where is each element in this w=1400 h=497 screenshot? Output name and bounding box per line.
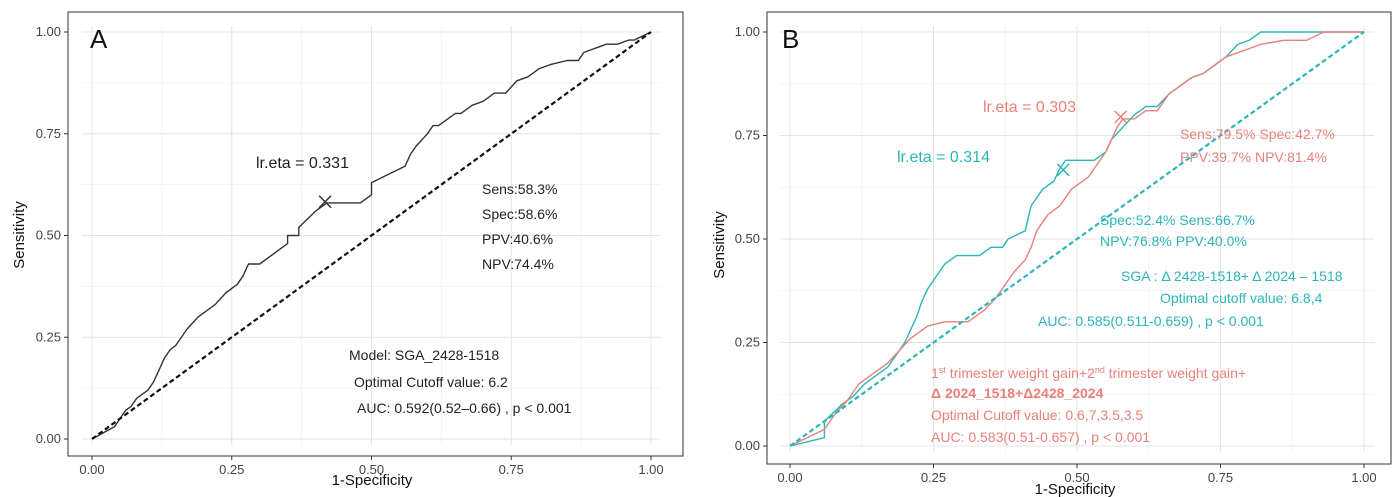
panel-a: 0.00 0.25 0.50 0.75 1.00 0.00 0.25 0.50 0.75 1.00… [11,11,684,489]
panel-a-x-axis-label: 1-Specificity [332,472,413,489]
panel-a-model: Model: SGA_2428-1518 [349,347,499,363]
panel-a-npv: NPV:74.4% [482,256,554,272]
panel-a-x-tick-label: 0.50 [359,462,384,477]
panel-b-red-sens-spec: Sens:79.5% Spec:42.7% [1180,126,1335,142]
panel-b-red-model-line-1-sup-2: nd [1095,365,1105,375]
panel-b-red-model-line-2: Δ 2024_1518+Δ2428_2024 [931,385,1104,401]
panel-a-y-axis-label: Sensitivity [11,201,28,269]
panel-b-red-ppv-npv: PPV:39.7% NPV:81.4% [1180,149,1327,165]
panel-b-y-tick-label: 0.00 [735,438,760,453]
panel-a-reference-diagonal-line [91,31,652,440]
panel-a-y-tick-label: 0.25 [36,329,61,344]
panel-b-red-model-line-1-part-b: trimester weight gain+2 [946,365,1095,381]
panel-a-optimal-cutoff: Optimal Cutoff value: 6.2 [354,374,508,390]
panel-b-teal-npv-ppv: NPV:76.8% PPV:40.0% [1100,233,1247,249]
panel-b-cutoff-marker-2 [1056,163,1070,177]
panel-b-roc-curve-2 [789,31,1364,447]
panel-b-letter: B [782,24,799,54]
panel-b-x-tick-label: 1.00 [1351,470,1376,485]
panel-a-ppv: PPV:40.6% [482,231,553,247]
panel-b-y-tick-label: 0.50 [735,231,760,246]
panel-a-y-tick-label: 0.50 [36,228,61,243]
panel-b-cutoff-marker-stroke [1056,163,1070,177]
panel-b-y-tick-label: 0.75 [735,128,760,143]
panel-b-teal-auc: AUC: 0.585(0.511-0.659) , p < 0.001 [1038,313,1264,329]
panel-b-x-tick-label: 0.75 [1208,470,1233,485]
panel-a-y-tick-label: 0.75 [36,126,61,141]
panel-b-gridlines [780,26,1374,452]
panel-a-roc-curve-1 [91,31,652,440]
panel-a-auc: AUC: 0.592(0.52–0.66) , p < 0.001 [357,400,572,416]
panel-a-x-tick-label: 0.25 [219,462,244,477]
panel-a-sens: Sens:58.3% [482,181,558,197]
panel-a-series [91,31,652,440]
panel-a-letter: A [90,24,108,54]
panel-b-teal-spec-sens: Spec:52.4% Sens:66.7% [1100,212,1255,228]
panel-b: 0.00 0.25 0.50 0.75 1.00 0.00 0.25 0.50 0.75 1.00… [711,11,1392,497]
panel-a-cutoff-label: lr.eta = 0.331 [256,155,349,172]
panel-b-teal-optimal-cutoff: Optimal cutoff value: 6.8,4 [1160,290,1323,306]
panel-b-cutoff-marker-stroke [1114,110,1128,124]
panel-b-reference-diagonal-line [789,31,1365,447]
panel-a-y-tick-label: 0.00 [36,431,61,446]
panel-b-teal-cutoff-label: lr.eta = 0.314 [897,149,990,166]
panel-b-y-tick-label: 0.25 [735,335,760,350]
panel-b-x-tick-label: 0.50 [1064,470,1089,485]
panel-b-red-cutoff-label: lr.eta = 0.303 [983,99,1076,116]
panel-b-y-axis-label: Sensitivity [711,211,728,279]
panel-b-x-tick-label: 0.25 [921,470,946,485]
panel-b-teal-model: SGA : Δ 2428-1518+ Δ 2024 – 1518 [1121,268,1343,284]
panel-b-cutoff-marker-1 [1114,110,1128,124]
panel-b-red-optimal-cutoff: Optimal Cutoff value: 0.6,7,3.5,3.5 [931,407,1143,423]
panel-a-spec: Spec:58.6% [482,206,558,222]
panel-a-markers [318,195,332,209]
panel-b-red-auc: AUC: 0.583(0.51-0.657) , p < 0.001 [931,429,1150,445]
panel-b-y-tick-label: 1.00 [735,24,760,39]
panel-a-x-tick-label: 0.75 [499,462,524,477]
panel-b-red-model-line-1-part-c: trimester weight gain+ [1105,365,1246,381]
panel-b-ticks: 0.00 0.25 0.50 0.75 1.00 0.00 0.25 0.50 0.75 1.00 [735,24,1377,485]
panel-a-ticks: 0.00 0.25 0.50 0.75 1.00 0.00 0.25 0.50 0.75 1.00 [36,24,664,477]
panel-a-cutoff-marker-stroke [318,195,332,209]
panel-b-series [789,31,1365,447]
panel-a-x-tick-label: 0.00 [79,462,104,477]
panel-b-red-model-line-1-sup-1: st [939,365,947,375]
panel-a-y-tick-label: 1.00 [36,24,61,39]
panel-a-x-tick-label: 1.00 [638,462,663,477]
panel-b-red-model-line-1-part-a: 1 [931,365,939,381]
panel-b-x-tick-label: 0.00 [777,470,802,485]
panel-b-red-model-line-1: 1st trimester weight gain+2nd trimester … [931,365,1246,381]
panel-b-x-axis-label: 1-Specificity [1035,481,1116,497]
panel-a-cutoff-marker-1 [318,195,332,209]
panel-b-markers [1056,110,1128,177]
